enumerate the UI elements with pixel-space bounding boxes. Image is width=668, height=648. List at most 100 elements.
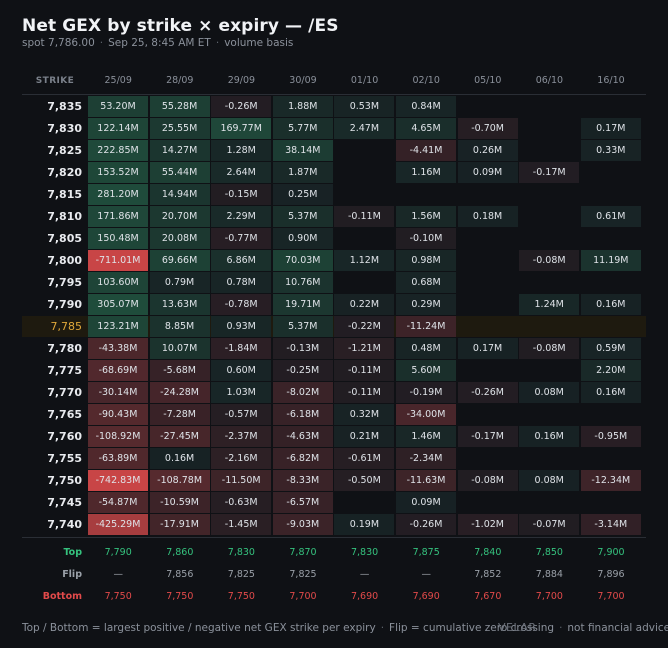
header-divider: [22, 94, 646, 95]
heatmap-cell: -0.26M: [211, 96, 272, 117]
bottom-value: 7,750: [227, 591, 255, 602]
heatmap-cell: 0.08M: [519, 470, 580, 491]
expiry-header: 05/10: [474, 75, 502, 86]
heatmap-cell: -0.78M: [211, 294, 272, 315]
heatmap-cell: 0.09M: [457, 162, 518, 183]
heatmap-cell: 10.76M: [272, 272, 333, 293]
heatmap-cell: -108.92M: [88, 426, 148, 447]
heatmap-cell: 0.17M: [457, 338, 518, 359]
heatmap-cell: -17.91M: [149, 514, 210, 535]
bottom-label: Bottom: [42, 591, 82, 602]
heatmap-cell: -12.34M: [580, 470, 641, 491]
heatmap-cell: -0.17M: [519, 162, 580, 183]
flip-value: 7,896: [597, 569, 625, 580]
chart-subtitle: spot 7,786.00 · Sep 25, 8:45 AM ET · volume …: [22, 37, 294, 49]
heatmap-cell: 0.53M: [334, 96, 395, 117]
heatmap-cell: 20.08M: [149, 228, 210, 249]
strike-label: 7,830: [47, 122, 82, 135]
heatmap-cell: 150.48M: [88, 228, 148, 249]
spot-label: spot 7,786.00: [22, 37, 95, 49]
expiry-header: 25/09: [104, 75, 132, 86]
heatmap-cell: [458, 272, 518, 293]
strike-label: 7,755: [47, 452, 82, 465]
heatmap-cell: -27.45M: [149, 426, 210, 447]
heatmap-cell: 0.18M: [457, 206, 518, 227]
heatmap-cell: 0.17M: [580, 118, 641, 139]
heatmap-cell: [458, 360, 518, 381]
expiry-header: 16/10: [597, 75, 625, 86]
flip-value: 7,856: [166, 569, 194, 580]
top-value: 7,790: [104, 547, 132, 558]
heatmap-cell: [581, 272, 641, 293]
heatmap-cell: [396, 184, 456, 205]
heatmap-cell: [519, 118, 579, 139]
heatmap-cell: [581, 316, 641, 337]
heatmap-cell: -43.38M: [88, 338, 148, 359]
flip-value: —: [113, 569, 123, 580]
heatmap-cell: 0.29M: [396, 294, 456, 315]
heatmap-cell: -4.41M: [396, 140, 456, 161]
heatmap-cell: 0.61M: [580, 206, 641, 227]
heatmap-cell: -711.01M: [88, 250, 148, 271]
heatmap-cell: -0.25M: [272, 360, 333, 381]
chart-title: Net GEX by strike × expiry — /ES: [22, 16, 339, 36]
heatmap-cell: 1.24M: [519, 294, 580, 315]
heatmap-cell: -0.10M: [396, 228, 456, 249]
heatmap-cell: 53.20M: [88, 96, 148, 117]
heatmap-cell: -0.15M: [211, 184, 272, 205]
heatmap-cell: 153.52M: [88, 162, 148, 183]
heatmap-cell: 0.16M: [580, 294, 641, 315]
strike-label: 7,750: [47, 474, 82, 487]
heatmap-cell: 20.70M: [149, 206, 210, 227]
heatmap-cell: 2.47M: [334, 118, 395, 139]
heatmap-cell: 38.14M: [272, 140, 333, 161]
heatmap-cell: 1.88M: [272, 96, 333, 117]
heatmap-cell: 19.71M: [272, 294, 333, 315]
top-value: 7,870: [289, 547, 317, 558]
top-value: 7,860: [166, 547, 194, 558]
heatmap-cell: -9.03M: [272, 514, 333, 535]
heatmap-cell: -11.63M: [396, 470, 456, 491]
heatmap-cell: 0.59M: [580, 338, 641, 359]
heatmap-cell: 5.77M: [272, 118, 333, 139]
expiry-header: 28/09: [166, 75, 194, 86]
expiry-header: 30/09: [289, 75, 317, 86]
heatmap-cell: -8.33M: [272, 470, 333, 491]
heatmap-cell: 55.44M: [149, 162, 210, 183]
heatmap-cell: -5.68M: [149, 360, 210, 381]
flip-label: Flip: [62, 569, 82, 580]
heatmap-cell: 103.60M: [88, 272, 148, 293]
summary-divider: [22, 537, 646, 538]
heatmap-cell: [519, 184, 579, 205]
flip-value: 7,852: [474, 569, 502, 580]
heatmap-cell: -2.16M: [211, 448, 272, 469]
strike-label: 7,785: [50, 320, 83, 333]
heatmap-cell: -68.69M: [88, 360, 148, 381]
heatmap-cell: 0.60M: [211, 360, 272, 381]
top-value: 7,830: [350, 547, 379, 558]
heatmap-cell: 1.12M: [334, 250, 395, 271]
heatmap-cell: 25.55M: [149, 118, 210, 139]
heatmap-cell: -90.43M: [88, 404, 148, 425]
heatmap-cell: -0.08M: [519, 250, 580, 271]
heatmap-cell: -0.50M: [334, 470, 395, 491]
heatmap-cell: [519, 492, 579, 513]
heatmap-cell: -0.61M: [334, 448, 395, 469]
heatmap-cell: -742.83M: [88, 470, 148, 491]
heatmap-cell: [581, 492, 641, 513]
top-value: 7,850: [535, 547, 563, 558]
heatmap-cell: 0.08M: [519, 382, 580, 403]
heatmap-cell: 1.46M: [396, 426, 456, 447]
heatmap-cell: 0.98M: [396, 250, 456, 271]
strike-label: 7,815: [47, 188, 82, 201]
heatmap-cell: -0.13M: [272, 338, 333, 359]
heatmap-cell: -0.08M: [457, 470, 518, 491]
heatmap-cell: 169.77M: [211, 118, 272, 139]
heatmap-cell: 5.60M: [396, 360, 456, 381]
heatmap-cell: [519, 316, 579, 337]
heatmap-cell: 0.16M: [149, 448, 210, 469]
heatmap-cell: -108.78M: [149, 470, 210, 491]
footer-disclaimer: not financial advice: [567, 622, 668, 634]
top-value: 7,840: [474, 547, 502, 558]
flip-value: 7,825: [227, 569, 255, 580]
